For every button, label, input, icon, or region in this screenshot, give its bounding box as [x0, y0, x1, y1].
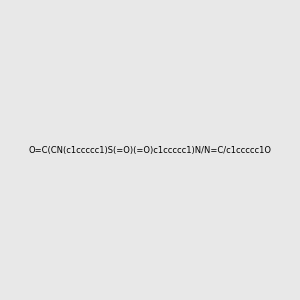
Text: O=C(CN(c1ccccc1)S(=O)(=O)c1ccccc1)N/N=C/c1ccccc1O: O=C(CN(c1ccccc1)S(=O)(=O)c1ccccc1)N/N=C/… [28, 146, 272, 154]
